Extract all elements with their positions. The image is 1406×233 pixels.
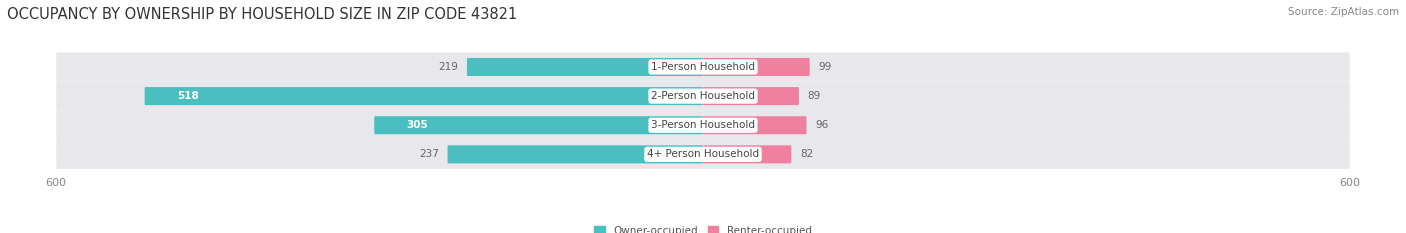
FancyBboxPatch shape bbox=[703, 58, 810, 76]
Text: OCCUPANCY BY OWNERSHIP BY HOUSEHOLD SIZE IN ZIP CODE 43821: OCCUPANCY BY OWNERSHIP BY HOUSEHOLD SIZE… bbox=[7, 7, 517, 22]
FancyBboxPatch shape bbox=[56, 52, 1350, 82]
FancyBboxPatch shape bbox=[703, 87, 799, 105]
Text: 305: 305 bbox=[406, 120, 429, 130]
Legend: Owner-occupied, Renter-occupied: Owner-occupied, Renter-occupied bbox=[595, 226, 811, 233]
Text: 3-Person Household: 3-Person Household bbox=[651, 120, 755, 130]
Text: Source: ZipAtlas.com: Source: ZipAtlas.com bbox=[1288, 7, 1399, 17]
Text: 1-Person Household: 1-Person Household bbox=[651, 62, 755, 72]
Text: 4+ Person Household: 4+ Person Household bbox=[647, 149, 759, 159]
Text: 89: 89 bbox=[807, 91, 821, 101]
FancyBboxPatch shape bbox=[56, 82, 1350, 111]
Text: 82: 82 bbox=[800, 149, 813, 159]
Text: 2-Person Household: 2-Person Household bbox=[651, 91, 755, 101]
Text: 99: 99 bbox=[818, 62, 831, 72]
Text: 237: 237 bbox=[419, 149, 439, 159]
Text: 96: 96 bbox=[815, 120, 828, 130]
FancyBboxPatch shape bbox=[56, 140, 1350, 169]
FancyBboxPatch shape bbox=[447, 145, 703, 163]
FancyBboxPatch shape bbox=[703, 116, 807, 134]
FancyBboxPatch shape bbox=[467, 58, 703, 76]
Text: 518: 518 bbox=[177, 91, 198, 101]
FancyBboxPatch shape bbox=[145, 87, 703, 105]
FancyBboxPatch shape bbox=[374, 116, 703, 134]
FancyBboxPatch shape bbox=[56, 111, 1350, 140]
FancyBboxPatch shape bbox=[703, 145, 792, 163]
Text: 219: 219 bbox=[439, 62, 458, 72]
